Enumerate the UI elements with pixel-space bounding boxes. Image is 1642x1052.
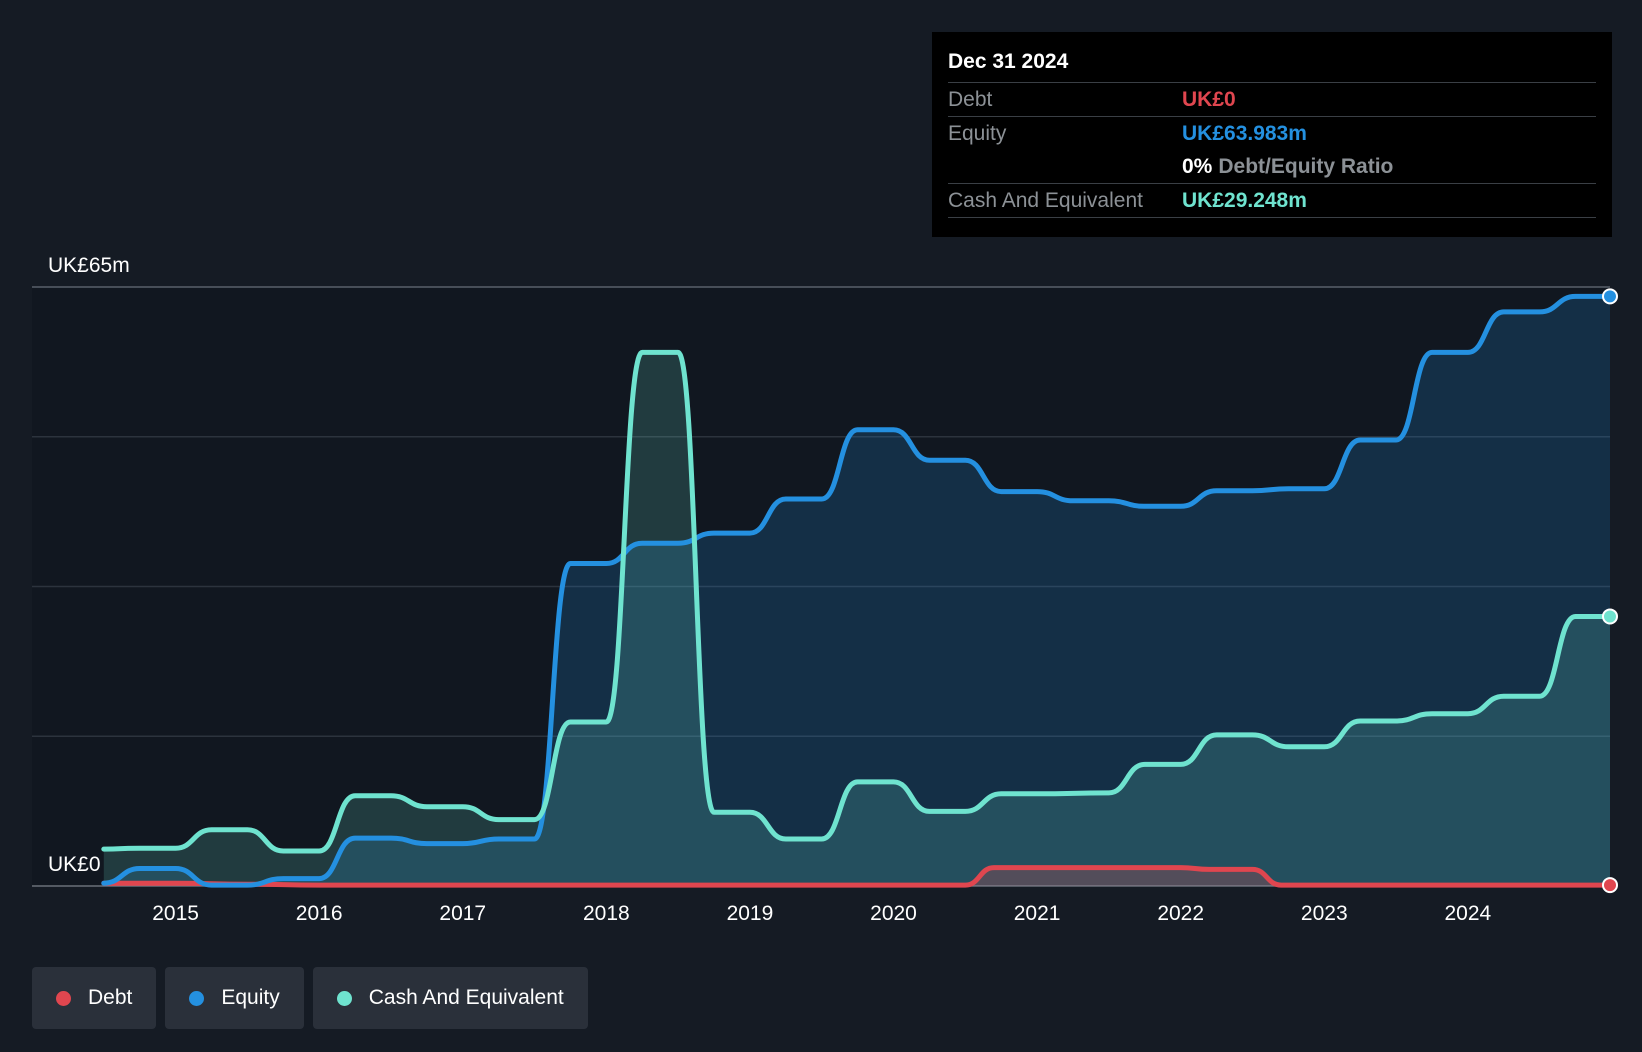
x-tick-label: 2024	[1444, 902, 1491, 925]
endpoint-equity	[1602, 288, 1618, 305]
area-debt	[103, 867, 1610, 886]
tooltip-date: Dec 31 2024	[948, 50, 1069, 73]
x-tick-label: 2019	[727, 902, 774, 925]
x-tick-label: 2023	[1301, 902, 1348, 925]
tooltip-row-debt: Debt UK£0	[948, 82, 1596, 116]
x-tick-label: 2021	[1014, 902, 1061, 925]
legend-item-equity[interactable]: Equity	[165, 967, 304, 1029]
x-tick-label: 2016	[296, 902, 343, 925]
tooltip-equity-value: UK£63.983m	[1182, 121, 1307, 145]
tooltip-row-cash: Cash And Equivalent UK£29.248m	[948, 183, 1596, 218]
line-debt	[101, 865, 1613, 888]
line-cash-and-equivalent	[101, 349, 1613, 854]
tooltip-row-ratio: 0% Debt/Equity Ratio	[948, 150, 1596, 183]
y-axis-max-label: UK£65m	[48, 254, 130, 277]
tooltip-cash-value: UK£29.248m	[1182, 188, 1307, 212]
area-cash-and-equivalent	[103, 352, 1610, 886]
tooltip-row-equity: Equity UK£63.983m	[948, 116, 1596, 150]
chart-legend: Debt Equity Cash And Equivalent	[32, 967, 588, 1029]
legend-cash-marker-icon	[336, 990, 352, 1006]
x-tick-label: 2020	[870, 902, 917, 925]
legend-item-debt[interactable]: Debt	[32, 967, 157, 1029]
legend-equity-label: Equity	[221, 986, 280, 1009]
tooltip-debt-value: UK£0	[1182, 87, 1236, 111]
legend-debt-marker-icon	[56, 990, 71, 1006]
x-tick-label: 2017	[439, 902, 486, 925]
legend-cash-label: Cash And Equivalent	[368, 986, 564, 1009]
tooltip-cash-label: Cash And Equivalent	[948, 188, 1143, 212]
legend-equity-marker-icon	[189, 990, 205, 1006]
endpoint-debt	[1602, 877, 1618, 894]
endpoint-cash-and-equivalent	[1602, 608, 1618, 625]
area-equity	[103, 296, 1610, 886]
hover-tooltip: Dec 31 2024 Debt UK£0 Equity UK£63.983m …	[932, 32, 1612, 237]
legend-item-cash[interactable]: Cash And Equivalent	[312, 967, 588, 1029]
y-axis-zero-label: UK£0	[48, 853, 101, 876]
tooltip-equity-label: Equity	[948, 121, 1007, 145]
tooltip-debt-label: Debt	[948, 87, 993, 111]
x-tick-label: 2015	[152, 902, 199, 925]
legend-debt-label: Debt	[88, 986, 133, 1009]
x-tick-label: 2022	[1157, 902, 1204, 925]
tooltip-ratio-value: 0%	[1182, 154, 1213, 178]
x-tick-label: 2018	[583, 902, 630, 925]
line-equity	[101, 293, 1613, 888]
tooltip-ratio-label: Debt/Equity Ratio	[1218, 154, 1394, 178]
